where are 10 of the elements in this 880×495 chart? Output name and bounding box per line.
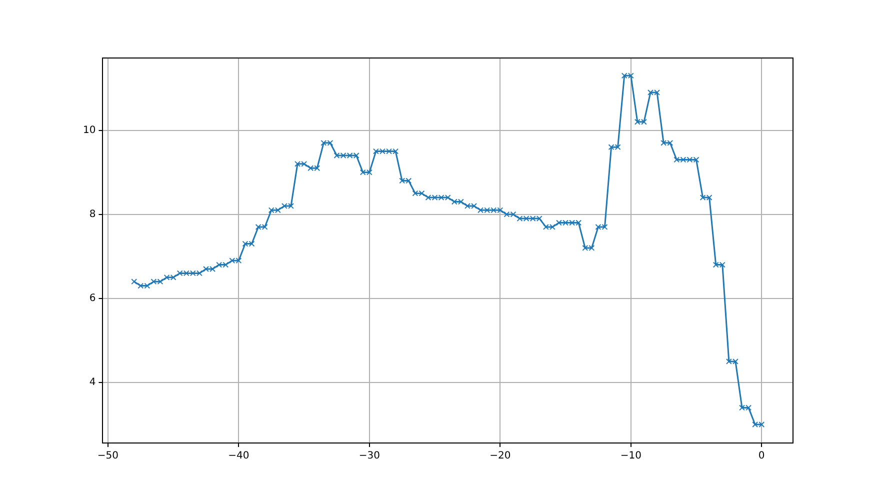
x-tick-label: −20 bbox=[490, 450, 511, 462]
y-tick-label: 10 bbox=[82, 124, 96, 136]
x-tick-label: 0 bbox=[758, 450, 765, 462]
y-tick-label: 4 bbox=[89, 377, 96, 388]
y-tick-label: 8 bbox=[89, 208, 96, 220]
x-tick-label: −50 bbox=[97, 450, 119, 462]
x-tick-label: −30 bbox=[358, 450, 380, 462]
y-tick-label: 6 bbox=[89, 293, 96, 304]
x-tick-label: −10 bbox=[620, 450, 642, 462]
x-tick-label: −40 bbox=[228, 450, 250, 462]
